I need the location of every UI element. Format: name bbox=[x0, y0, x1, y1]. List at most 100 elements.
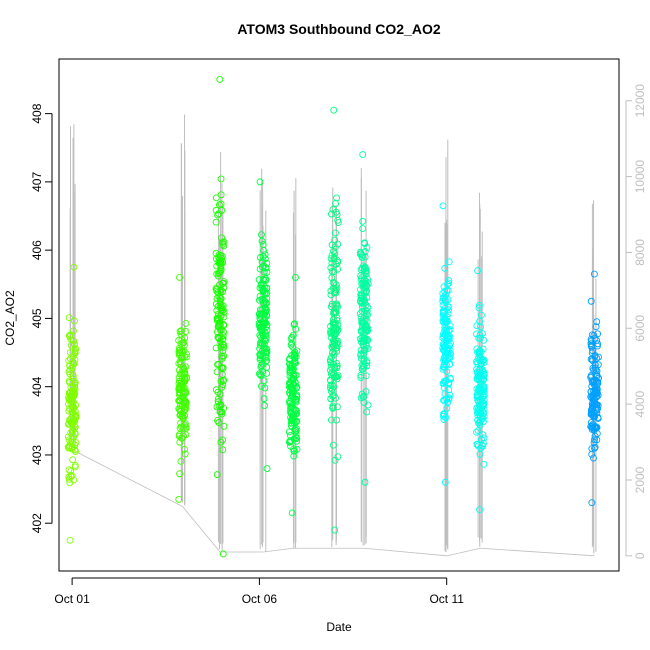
data-point bbox=[588, 400, 596, 408]
data-point bbox=[175, 359, 183, 367]
data-point bbox=[589, 347, 597, 355]
y-tick-label: 403 bbox=[30, 445, 44, 465]
data-point bbox=[287, 341, 295, 349]
data-point bbox=[333, 344, 341, 352]
data-point bbox=[214, 272, 222, 280]
data-point bbox=[329, 340, 337, 348]
data-point bbox=[480, 383, 488, 390]
data-point bbox=[441, 297, 449, 305]
data-point bbox=[71, 348, 79, 356]
data-point bbox=[474, 396, 482, 404]
data-point bbox=[590, 332, 598, 340]
data-point bbox=[473, 322, 481, 330]
data-point bbox=[480, 369, 488, 377]
data-point bbox=[220, 278, 228, 286]
data-point bbox=[177, 423, 185, 431]
data-point bbox=[590, 426, 598, 434]
data-point bbox=[333, 194, 341, 202]
data-point bbox=[447, 375, 455, 383]
data-point bbox=[360, 350, 368, 358]
data-point bbox=[358, 299, 366, 307]
data-point bbox=[359, 393, 367, 401]
data-point bbox=[591, 436, 598, 444]
data-point bbox=[213, 287, 221, 295]
secondary-connector-line bbox=[182, 506, 221, 553]
data-point bbox=[218, 234, 226, 242]
data-point bbox=[286, 355, 294, 363]
data-point bbox=[439, 307, 447, 315]
data-point bbox=[330, 255, 338, 263]
data-point bbox=[440, 384, 448, 392]
data-point bbox=[333, 360, 341, 367]
data-point bbox=[332, 305, 340, 312]
data-point bbox=[480, 434, 488, 442]
data-point bbox=[290, 452, 298, 460]
data-point bbox=[443, 318, 451, 325]
data-point bbox=[217, 175, 225, 183]
data-point bbox=[327, 334, 335, 342]
data-point bbox=[441, 478, 449, 486]
data-point bbox=[65, 377, 73, 385]
data-point bbox=[328, 259, 336, 267]
data-point bbox=[182, 423, 190, 431]
data-point bbox=[176, 328, 184, 335]
data-point bbox=[257, 372, 265, 380]
data-point bbox=[214, 398, 222, 406]
data-point bbox=[290, 375, 298, 383]
data-point bbox=[447, 350, 455, 358]
data-point bbox=[476, 317, 484, 325]
data-point bbox=[363, 408, 371, 416]
data-point bbox=[286, 400, 294, 408]
data-point bbox=[591, 443, 599, 451]
data-point bbox=[361, 240, 369, 247]
data-point bbox=[214, 417, 221, 424]
data-point bbox=[217, 377, 225, 385]
data-point bbox=[593, 372, 601, 380]
data-point bbox=[478, 360, 485, 368]
data-point bbox=[445, 395, 453, 403]
data-point bbox=[357, 298, 364, 306]
data-point bbox=[182, 363, 190, 371]
data-point bbox=[292, 371, 300, 379]
data-point bbox=[259, 288, 267, 296]
data-point bbox=[287, 404, 294, 412]
y2-tick-label: 10000 bbox=[633, 160, 647, 194]
data-point bbox=[68, 363, 76, 371]
data-point bbox=[260, 377, 268, 385]
data-point bbox=[443, 337, 450, 345]
data-point bbox=[71, 317, 78, 325]
data-point bbox=[69, 456, 77, 464]
data-point bbox=[292, 325, 300, 333]
data-point bbox=[473, 404, 481, 412]
data-point bbox=[588, 382, 596, 390]
data-point bbox=[256, 345, 264, 353]
data-point bbox=[216, 76, 224, 83]
data-point bbox=[214, 395, 222, 403]
data-point bbox=[216, 294, 224, 302]
data-point bbox=[287, 364, 295, 372]
data-point bbox=[360, 346, 368, 354]
data-point bbox=[328, 300, 336, 308]
data-point bbox=[331, 321, 339, 329]
data-point bbox=[589, 422, 597, 430]
x-axis: Oct 01 Oct 06 Oct 11 bbox=[54, 577, 464, 606]
data-point bbox=[69, 406, 77, 414]
data-point bbox=[260, 395, 268, 403]
data-point bbox=[441, 326, 449, 334]
data-point bbox=[263, 465, 271, 473]
data-point bbox=[441, 264, 449, 272]
data-point bbox=[66, 355, 74, 363]
data-point bbox=[67, 393, 75, 401]
data-point bbox=[65, 444, 73, 452]
data-point bbox=[219, 238, 227, 246]
data-point bbox=[587, 419, 595, 426]
data-point bbox=[217, 286, 225, 294]
data-point bbox=[474, 267, 482, 275]
data-point bbox=[183, 350, 191, 358]
data-point bbox=[181, 368, 189, 376]
data-point bbox=[212, 194, 220, 202]
data-point bbox=[441, 363, 449, 371]
data-point bbox=[363, 357, 371, 365]
y-tick-label: 402 bbox=[30, 513, 44, 533]
data-point bbox=[361, 478, 369, 486]
